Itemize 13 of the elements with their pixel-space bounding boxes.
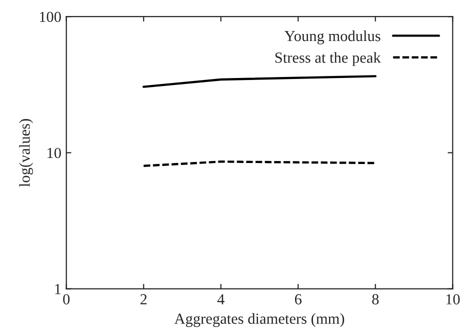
y-axis-title: log(values) (19, 119, 34, 187)
y-tick-label: 10 (48, 148, 61, 158)
y-tick-label: 1 (55, 284, 61, 294)
x-tick-label: 2 (140, 294, 147, 304)
x-tick-label: 10 (446, 294, 460, 304)
legend-label: Stress at the peak (275, 52, 381, 66)
x-tick-label: 8 (372, 294, 379, 304)
x-tick-label: 4 (217, 294, 224, 304)
y-tick-label: 100 (40, 12, 61, 22)
x-tick-label: 6 (294, 294, 302, 304)
x-axis-title: Aggregates diameters (mm) (174, 313, 344, 328)
legend-label: Young modulus (284, 30, 380, 44)
x-tick-label: 0 (63, 294, 70, 304)
